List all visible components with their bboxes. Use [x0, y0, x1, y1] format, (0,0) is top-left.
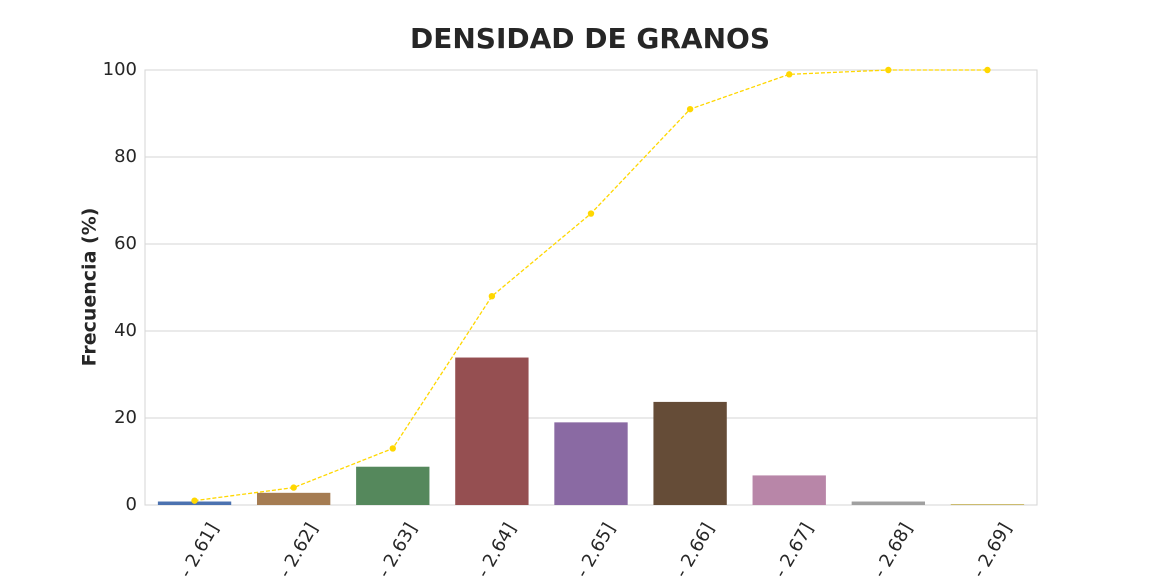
bar	[256, 492, 331, 505]
cumulative-point	[786, 71, 793, 78]
bar	[851, 501, 926, 505]
x-tick-label: (2.66 - 2.67]	[744, 520, 818, 576]
cumulative-point	[686, 105, 694, 113]
y-tick-label: 80	[114, 146, 137, 167]
cumulative-point	[885, 66, 892, 74]
cumulative-point	[290, 484, 297, 491]
x-tick-label: (2.62 - 2.63]	[347, 520, 421, 576]
y-axis-label: Frecuencia (%)	[79, 208, 101, 367]
cumulative-point	[488, 293, 496, 300]
cumulative-point	[389, 445, 396, 452]
bar	[356, 466, 430, 505]
bar	[653, 401, 727, 505]
x-tick-label: (2.68 - 2.69]	[942, 520, 1016, 576]
bar	[950, 504, 1025, 505]
y-tick-label: 60	[114, 233, 137, 254]
x-tick-label: (2.63 - 2.64]	[446, 520, 520, 576]
y-tick-label: 100	[103, 59, 137, 80]
y-tick-label: 40	[114, 320, 137, 341]
bar	[455, 357, 529, 505]
bar	[752, 475, 826, 505]
x-tick-label: (2.64 - 2.65]	[545, 520, 619, 576]
x-tick-label: (2.65 - 2.66]	[645, 520, 719, 576]
cumulative-point	[191, 497, 198, 504]
x-tick-label: (2.6 - 2.61]	[155, 520, 224, 576]
cumulative-point	[984, 66, 991, 74]
y-tick-label: 20	[114, 407, 137, 428]
x-tick-label: (2.61 - 2.62]	[248, 520, 322, 576]
x-tick-label: (2.67 - 2.68]	[843, 520, 917, 576]
chart-title: DENSIDAD DE GRANOS	[410, 22, 770, 55]
y-tick-label: 0	[126, 494, 137, 515]
cumulative-point	[587, 210, 595, 217]
bar	[554, 422, 628, 505]
